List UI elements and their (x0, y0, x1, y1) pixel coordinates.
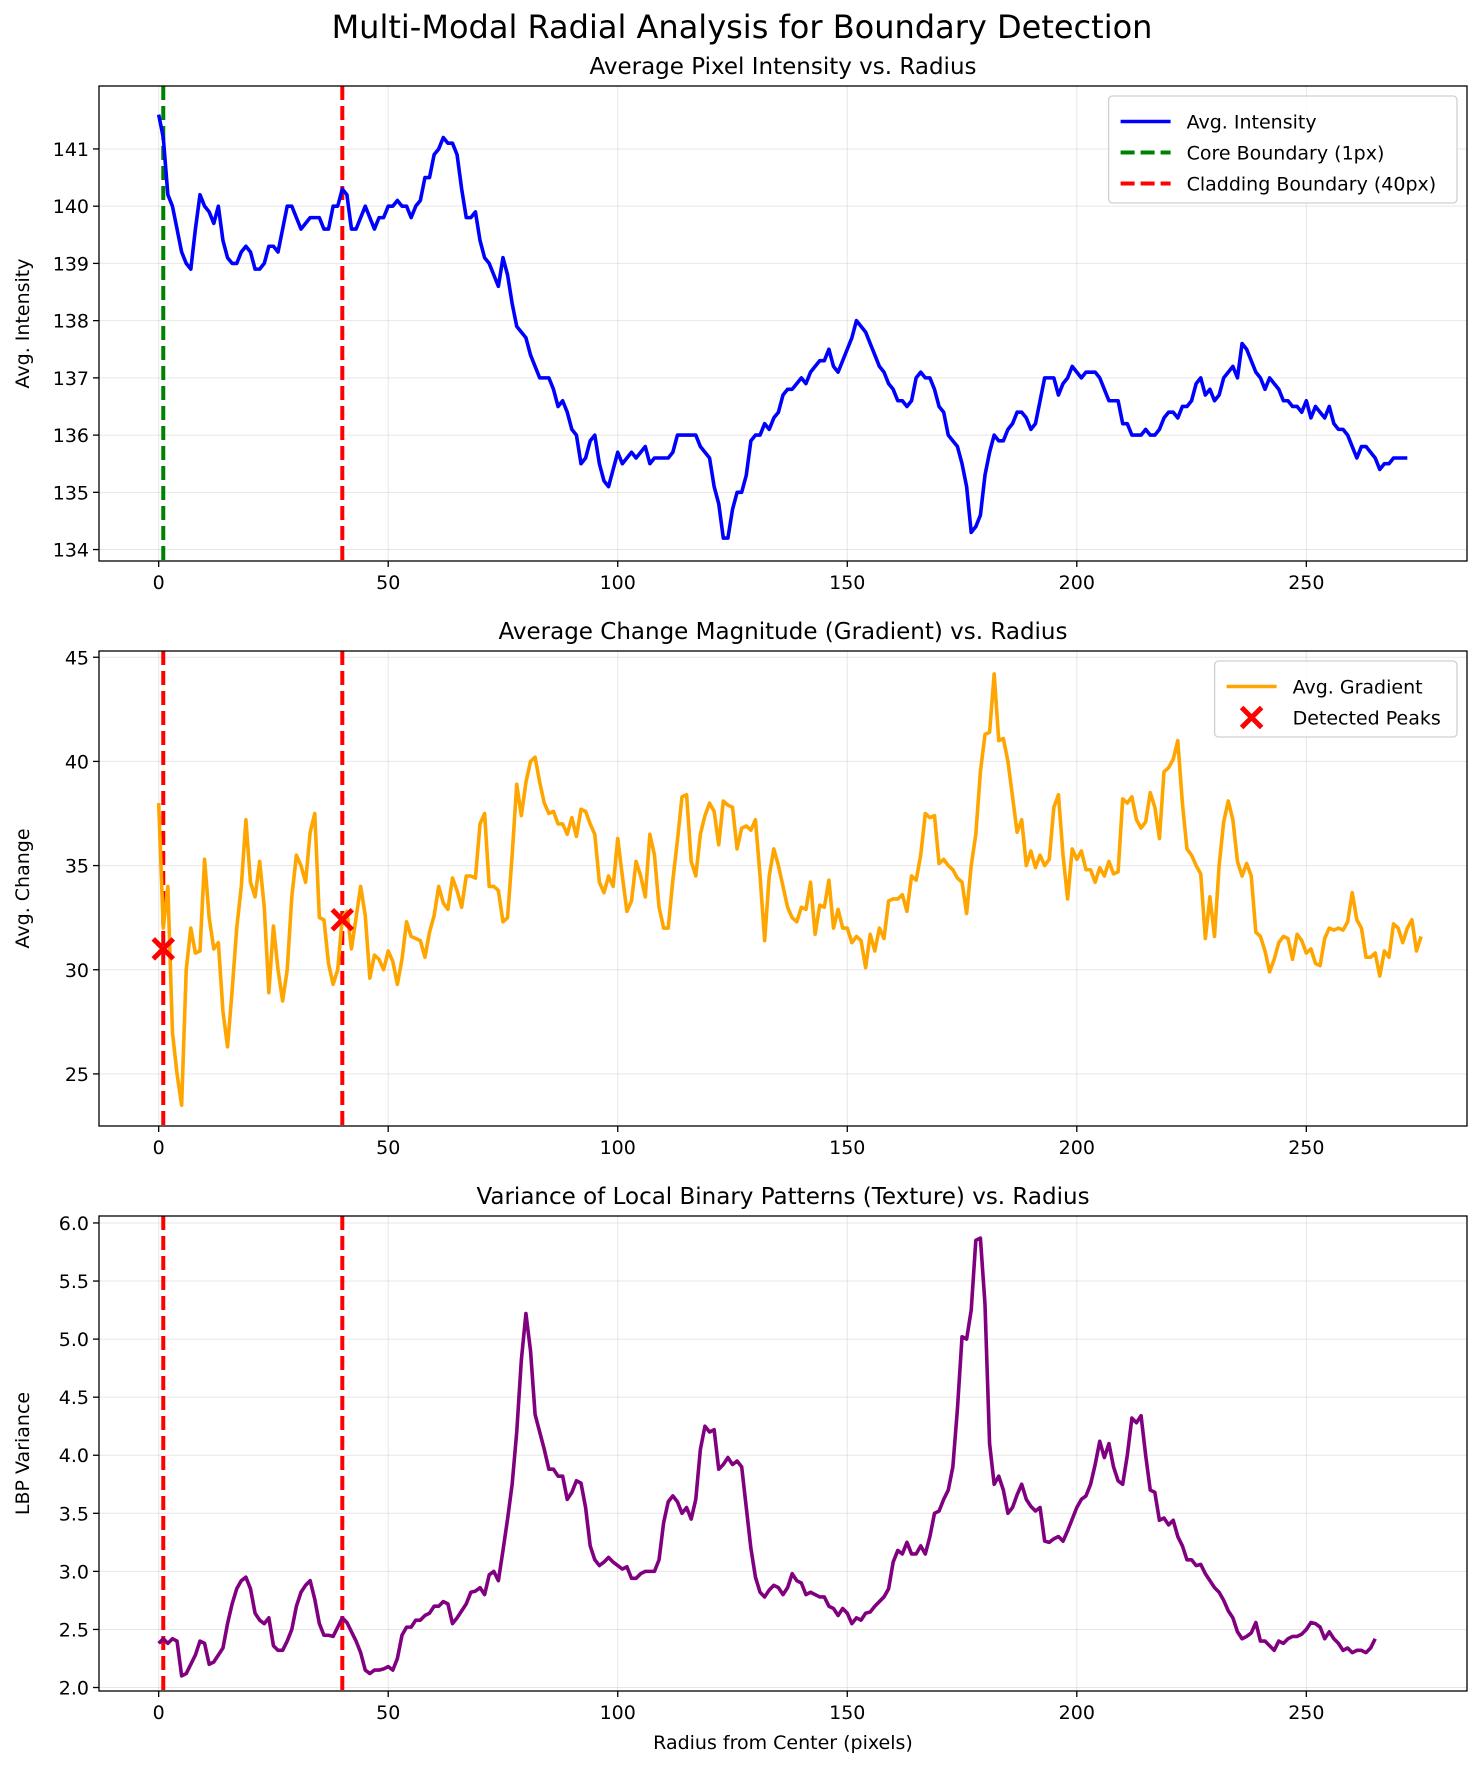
x-axis-label: Radius from Center (pixels) (653, 1732, 913, 1754)
series-line-1 (156, 114, 1408, 540)
legend: Avg. Intensity Core Boundary (1px) Claddin… (1107, 95, 1458, 204)
peak-marker-2 (330, 907, 355, 932)
x-tick-label: 0 (153, 572, 165, 594)
y-tick-label: 134 (53, 540, 89, 562)
legend-swatch (1239, 705, 1264, 730)
x-tick-label: 50 (376, 1702, 400, 1724)
y-tick-label: 137 (53, 368, 89, 390)
y-tick-label: 135 (53, 482, 89, 504)
x-tick-label: 100 (600, 1702, 636, 1724)
y-tick-label: 3.5 (59, 1503, 89, 1525)
x-tick-label: 0 (153, 1137, 165, 1159)
x-tick-label: 200 (1059, 1137, 1095, 1159)
y-tick-label: 139 (53, 253, 89, 275)
y-tick-label: 140 (53, 196, 89, 218)
legend-label: Detected Peaks (1293, 708, 1441, 730)
y-tick-label: 2.0 (59, 1678, 89, 1700)
legend-box (1107, 95, 1458, 204)
x-tick-label: 250 (1288, 572, 1324, 594)
y-tick-label: 40 (65, 751, 89, 773)
x-tick-label: 100 (600, 1137, 636, 1159)
series-line-1 (156, 672, 1423, 1107)
chart-panel-2: 0 50 100 150 200 250 25 30 35 40 45 Average Change … (12, 619, 1468, 1159)
y-tick-label: 3.0 (59, 1561, 89, 1583)
y-tick-label: 138 (53, 311, 89, 333)
y-tick-label: 136 (53, 425, 89, 447)
y-tick-label: 4.5 (59, 1387, 89, 1409)
grid (99, 1216, 1467, 1691)
legend-label: Core Boundary (1px) (1187, 143, 1385, 165)
x-tick-label: 150 (829, 572, 865, 594)
y-tick-label: 141 (53, 139, 89, 161)
chart-panel-1: 0 50 100 150 200 250 134 135 136 137 138 139 140 141 A… (12, 54, 1468, 594)
chart-panel-3: 0 50 100 150 200 250 2.0 2.5 3.0 3.5 4.0 4.5 5.0 5.5 6… (12, 1184, 1468, 1754)
plot-area (157, 1216, 1377, 1691)
axes-frame (98, 1215, 1468, 1692)
series-line-1 (157, 1236, 1377, 1678)
figure-suptitle: Multi-Modal Radial Analysis for Boundary… (331, 8, 1153, 46)
y-axis-label: LBP Variance (12, 1392, 34, 1515)
chart-title: Average Change Magnitude (Gradient) vs. … (499, 619, 1068, 645)
y-tick-label: 25 (65, 1064, 89, 1086)
x-tick-label: 100 (600, 572, 636, 594)
peak-marker-1 (151, 937, 176, 961)
y-tick-label: 30 (65, 960, 89, 982)
chart-title: Average Pixel Intensity vs. Radius (589, 54, 976, 80)
x-tick-label: 250 (1288, 1702, 1324, 1724)
x-tick-label: 50 (376, 572, 400, 594)
x-tick-label: 50 (376, 1137, 400, 1159)
y-tick-label: 4.0 (59, 1445, 89, 1467)
legend-label: Avg. Gradient (1293, 677, 1423, 699)
chart-title: Variance of Local Binary Patterns (Textu… (476, 1184, 1089, 1210)
legend-box (1213, 660, 1458, 738)
x-tick-label: 200 (1059, 572, 1095, 594)
legend: Avg. Gradient Detected Peaks (1213, 660, 1458, 738)
y-tick-label: 6.0 (59, 1213, 89, 1235)
x-tick-label: 250 (1288, 1137, 1324, 1159)
x-tick-label: 0 (153, 1702, 165, 1724)
x-tick-label: 150 (829, 1137, 865, 1159)
y-axis-label: Avg. Intensity (12, 259, 34, 389)
y-tick-label: 35 (65, 856, 89, 878)
y-axis-label: Avg. Change (12, 828, 34, 948)
y-tick-label: 2.5 (59, 1619, 89, 1641)
y-tick-label: 45 (65, 647, 89, 669)
plot-area (151, 651, 1423, 1126)
x-tick-label: 200 (1059, 1702, 1095, 1724)
axes-frame (98, 650, 1468, 1127)
y-tick-label: 5.5 (59, 1271, 89, 1293)
y-tick-label: 5.0 (59, 1329, 89, 1351)
x-tick-label: 150 (829, 1702, 865, 1724)
legend-label: Cladding Boundary (40px) (1187, 174, 1437, 196)
axes-frame (98, 85, 1468, 562)
legend-label: Avg. Intensity (1187, 112, 1317, 134)
plot-area (156, 86, 1408, 561)
